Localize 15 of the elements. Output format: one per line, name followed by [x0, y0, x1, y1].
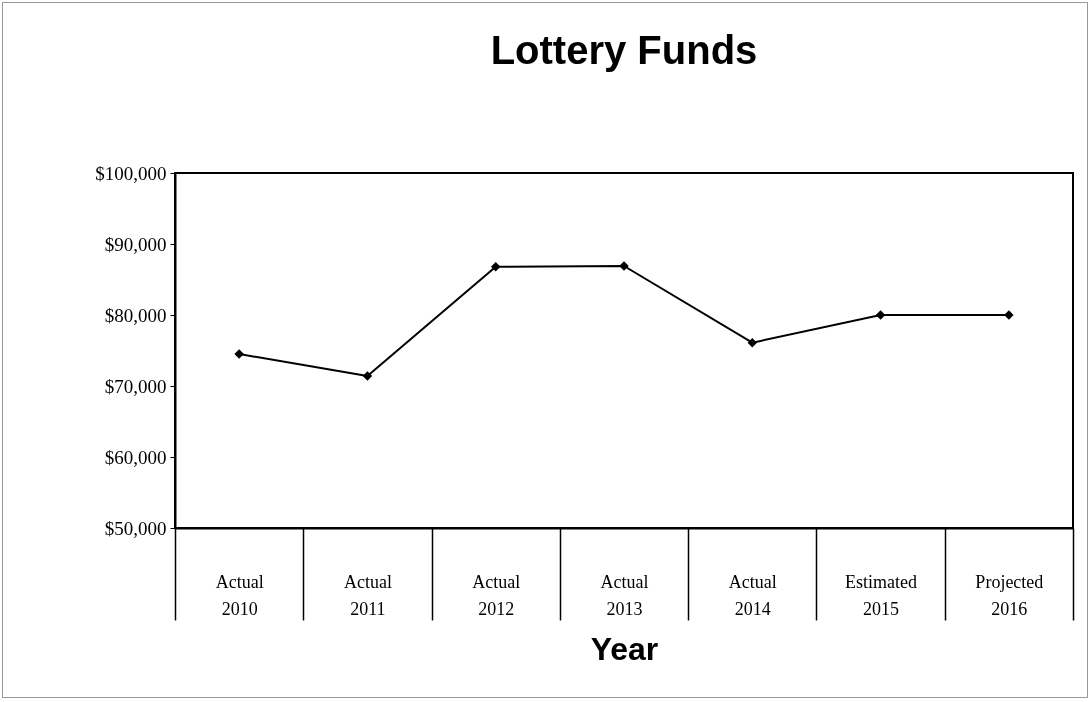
- x-axis-title: Year: [590, 631, 659, 668]
- x-tick-label: Actual 2010: [215, 571, 264, 619]
- y-tick-label: $60,000: [104, 446, 167, 468]
- x-tick-label: Actual 2012: [472, 571, 521, 619]
- x-tick-label: Projected 2016: [975, 571, 1044, 619]
- x-tick-label: Actual 2011: [343, 571, 392, 619]
- chart-title: Lottery Funds: [490, 28, 758, 72]
- x-tick-label: Estimated 2015: [845, 571, 918, 619]
- y-tick-label: $80,000: [104, 304, 167, 326]
- y-tick-label: $100,000: [95, 162, 167, 184]
- x-tick-label: Actual 2014: [728, 571, 777, 619]
- y-tick-label: $90,000: [104, 233, 167, 255]
- y-tick-label: $70,000: [104, 375, 167, 397]
- y-tick-label: $50,000: [104, 517, 167, 539]
- x-tick-label: Actual 2013: [600, 571, 649, 619]
